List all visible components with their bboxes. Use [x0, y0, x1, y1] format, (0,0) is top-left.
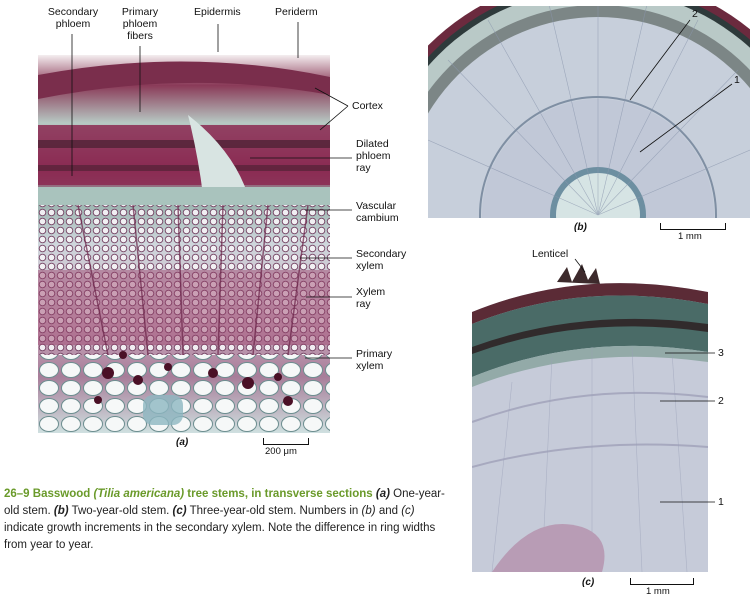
caption-b-tag: (b) [53, 505, 69, 517]
label-line: xylem [356, 260, 384, 272]
panel-a-tag: (a) [176, 437, 189, 448]
caption-rest: indicate growth increments in the second… [4, 522, 436, 551]
caption-title-b: tree stems, in transverse sections [187, 488, 373, 500]
caption-c-text: Three-year-old stem. Numbers in [189, 505, 359, 517]
label-line: xylem [356, 360, 384, 372]
panel-c-ring-2-label: 2 [718, 395, 724, 407]
label-periderm: Periderm [275, 6, 318, 18]
micrograph-panel-b [428, 0, 750, 218]
caption-and: and [378, 505, 398, 517]
label-line: phloem [356, 150, 391, 162]
caption-b-text: Two-year-old stem. [71, 505, 170, 517]
panel-c-scale-bar [630, 578, 694, 585]
panel-b-ring-1-label: 1 [734, 74, 740, 86]
label-secondary-phloem: Secondary phloem [46, 6, 100, 30]
micrograph-c-image [472, 262, 708, 572]
label-xylem-ray: Xylem ray [356, 286, 385, 310]
label-line: phloem [122, 18, 158, 30]
label-primary-xylem: Primary xylem [356, 348, 392, 372]
panel-c-scale-label: 1 mm [646, 586, 670, 597]
label-vascular-cambium: Vascular cambium [356, 200, 399, 224]
label-line: Primary [121, 6, 159, 18]
label-epidermis: Epidermis [194, 6, 241, 18]
caption-a-text: One-year-old stem. [4, 488, 445, 517]
caption-title-a: Basswood [32, 488, 91, 500]
label-line: phloem [55, 18, 91, 30]
caption-a-tag: (a) [375, 488, 390, 500]
label-line: Secondary [356, 248, 407, 260]
label-line: Vascular [356, 200, 397, 212]
label-line: ray [356, 162, 371, 174]
label-line: Xylem [356, 286, 386, 298]
label-line: Primary [356, 348, 393, 360]
panel-a-scale-label: 200 μm [265, 446, 297, 457]
panel-a-scale-bar [263, 438, 309, 445]
panel-b-scale-bar [660, 223, 726, 230]
label-line: fibers [127, 30, 153, 42]
caption-species: (Tilia americana) [93, 488, 185, 500]
caption-c-tag: (c) [172, 505, 187, 517]
micrograph-a-image [38, 55, 330, 433]
label-line: ray [356, 298, 371, 310]
label-line: Dilated [356, 138, 389, 150]
label-lenticel: Lenticel [532, 248, 569, 260]
label-primary-phloem-fibers: Primary phloem fibers [115, 6, 165, 42]
micrograph-panel-c [472, 262, 708, 572]
micrograph-b-image [428, 0, 750, 218]
panel-b-tag: (b) [574, 222, 587, 233]
caption-c2-tag: (c) [401, 505, 415, 517]
micrograph-panel-a [38, 55, 330, 433]
label-line: Secondary [47, 6, 99, 18]
panel-c-tag: (c) [582, 577, 595, 588]
panel-c-ring-1-label: 1 [718, 496, 724, 508]
label-line: cambium [356, 212, 399, 224]
figure-caption: 26–9 Basswood (Tilia americana) tree ste… [4, 486, 452, 554]
label-dilated-phloem-ray: Dilated phloem ray [356, 138, 390, 174]
caption-number: 26–9 [4, 488, 30, 500]
panel-b-ring-2-label: 2 [692, 8, 698, 20]
label-secondary-xylem: Secondary xylem [356, 248, 406, 272]
panel-c-ring-3-label: 3 [718, 347, 724, 359]
label-cortex: Cortex [352, 100, 383, 112]
panel-b-scale-label: 1 mm [678, 231, 702, 242]
caption-b2-tag: (b) [361, 505, 376, 517]
